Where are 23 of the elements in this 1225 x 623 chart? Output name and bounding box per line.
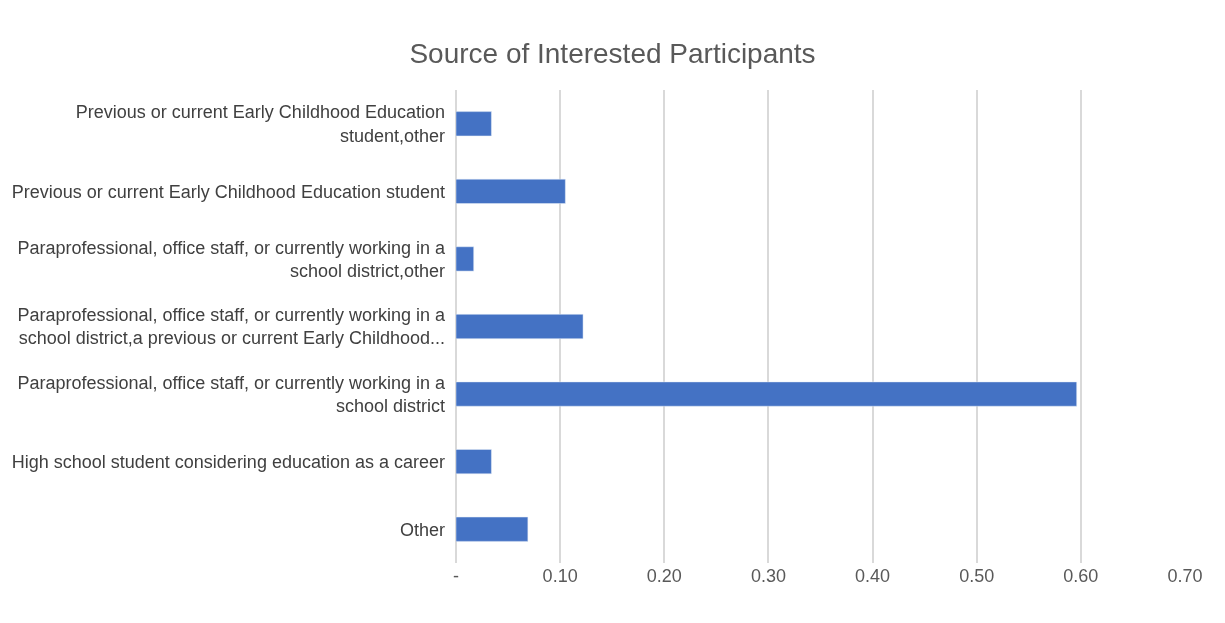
bar (456, 516, 529, 542)
x-tick-label: 0.20 (646, 566, 682, 586)
x-tick-label: 0.30 (750, 566, 786, 586)
bar (456, 246, 474, 272)
bar (456, 111, 492, 137)
x-tick-label: 0.40 (855, 566, 891, 586)
bar (456, 178, 566, 204)
y-tick-label: Paraprofessional, office staff, or currently working in a school district,a previous or current Early Childhood... (17, 305, 446, 349)
bar (456, 449, 492, 475)
y-tick-label: Paraprofessional, office staff, or currently working in a school district,other (17, 237, 446, 281)
y-tick-label: High school student considering education as a career (11, 451, 446, 472)
chart-title: Source of Interested Participants (409, 38, 816, 70)
bar (456, 381, 1077, 407)
bar (456, 314, 584, 339)
x-tick-label: 0.70 (1167, 566, 1203, 586)
y-tick-label: Previous or current Early Childhood Education student,other (75, 102, 445, 146)
y-tick-label: Paraprofessional, office staff, or currently working in a school district (17, 372, 446, 417)
x-tick-label: 0.60 (1063, 566, 1099, 586)
y-tick-label: Previous or current Early Childhood Education student (11, 181, 445, 202)
x-tick-label: - (453, 566, 459, 586)
x-tick-label: 0.10 (542, 566, 578, 586)
y-tick-label: Other (399, 519, 445, 540)
x-tick-label: 0.50 (959, 566, 995, 586)
